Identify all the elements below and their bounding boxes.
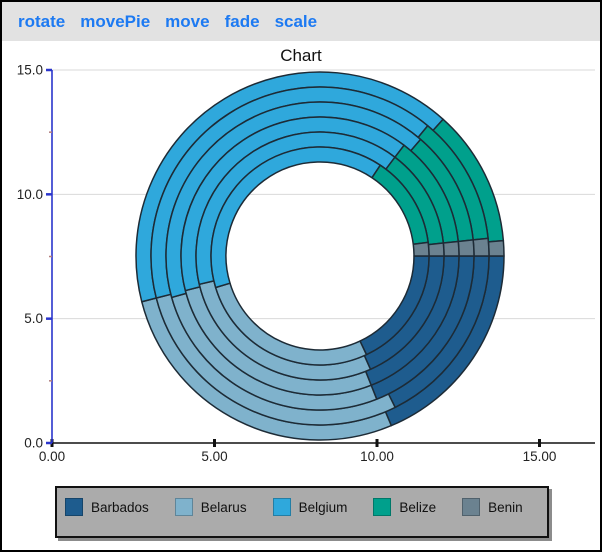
toolbar-link-fade[interactable]: fade (224, 11, 260, 31)
legend-swatch-belize (373, 498, 392, 516)
pie-segment-benin-ring6[interactable] (412, 241, 430, 257)
pie-segment-benin-ring3[interactable] (457, 239, 475, 257)
legend-swatch-benin (462, 498, 481, 516)
legend-item-barbados[interactable]: Barbados (65, 498, 149, 516)
x-axis-tick (213, 439, 216, 447)
legend-item-belgium[interactable]: Belgium (272, 498, 348, 516)
chart-legend: Barbados Belarus Belgium Belize Benin (55, 486, 549, 538)
toolbar-link-rotate[interactable]: rotate (18, 11, 66, 31)
x-axis-tick (375, 439, 379, 447)
legend-swatch-belarus (174, 498, 193, 516)
x-axis-tick-label: 5.00 (201, 449, 227, 464)
legend-label: Barbados (91, 499, 149, 515)
legend-item-benin[interactable]: Benin (462, 498, 523, 516)
y-axis-tick-label: 0.0 (24, 436, 43, 451)
toolbar-link-scale[interactable]: scale (274, 11, 318, 31)
x-axis-tick-label: 15.00 (523, 449, 557, 464)
pie-segment-benin-ring5[interactable] (427, 242, 445, 257)
legend-item-belize[interactable]: Belize (373, 498, 436, 516)
legend-label: Belarus (200, 499, 247, 515)
x-axis-tick-label: 0.00 (39, 449, 65, 464)
y-axis-tick-label: 5.0 (24, 311, 43, 326)
x-axis-tick-label: 10.00 (360, 449, 394, 464)
pie-segment-benin-ring2[interactable] (472, 237, 490, 257)
y-axis-tick-label: 15.0 (17, 62, 43, 77)
chart-title: Chart (280, 46, 322, 65)
x-axis-tick (538, 439, 541, 447)
pie-segment-benin-ring4[interactable] (442, 240, 460, 257)
toolbar: rotate movePie move fade scale (2, 2, 600, 41)
y-axis-tick-label: 10.0 (17, 187, 43, 202)
legend-label: Belgium (298, 499, 348, 515)
pie-segment-benin-ring1[interactable] (487, 239, 505, 257)
toolbar-link-movepie[interactable]: movePie (80, 11, 151, 31)
legend-item-belarus[interactable]: Belarus (174, 498, 247, 516)
legend-swatch-barbados (65, 498, 83, 516)
legend-label: Benin (488, 499, 523, 515)
toolbar-link-move[interactable]: move (165, 11, 210, 31)
legend-label: Belize (399, 499, 437, 515)
legend-swatch-belgium (272, 498, 291, 516)
